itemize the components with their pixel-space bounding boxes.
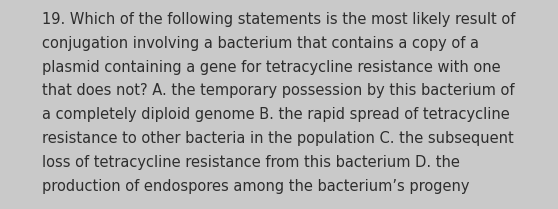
Text: loss of tetracycline resistance from this bacterium D. the: loss of tetracycline resistance from thi… xyxy=(42,155,460,170)
Text: a completely diploid genome B. the rapid spread of tetracycline: a completely diploid genome B. the rapid… xyxy=(42,107,510,122)
Text: plasmid containing a gene for tetracycline resistance with one: plasmid containing a gene for tetracycli… xyxy=(42,60,501,75)
Text: conjugation involving a bacterium that contains a copy of a: conjugation involving a bacterium that c… xyxy=(42,36,479,51)
Text: resistance to other bacteria in the population C. the subsequent: resistance to other bacteria in the popu… xyxy=(42,131,514,146)
Text: 19. Which of the following statements is the most likely result of: 19. Which of the following statements is… xyxy=(42,12,516,27)
Text: production of endospores among the bacterium’s progeny: production of endospores among the bacte… xyxy=(42,179,469,194)
Text: that does not? A. the temporary possession by this bacterium of: that does not? A. the temporary possessi… xyxy=(42,83,514,98)
